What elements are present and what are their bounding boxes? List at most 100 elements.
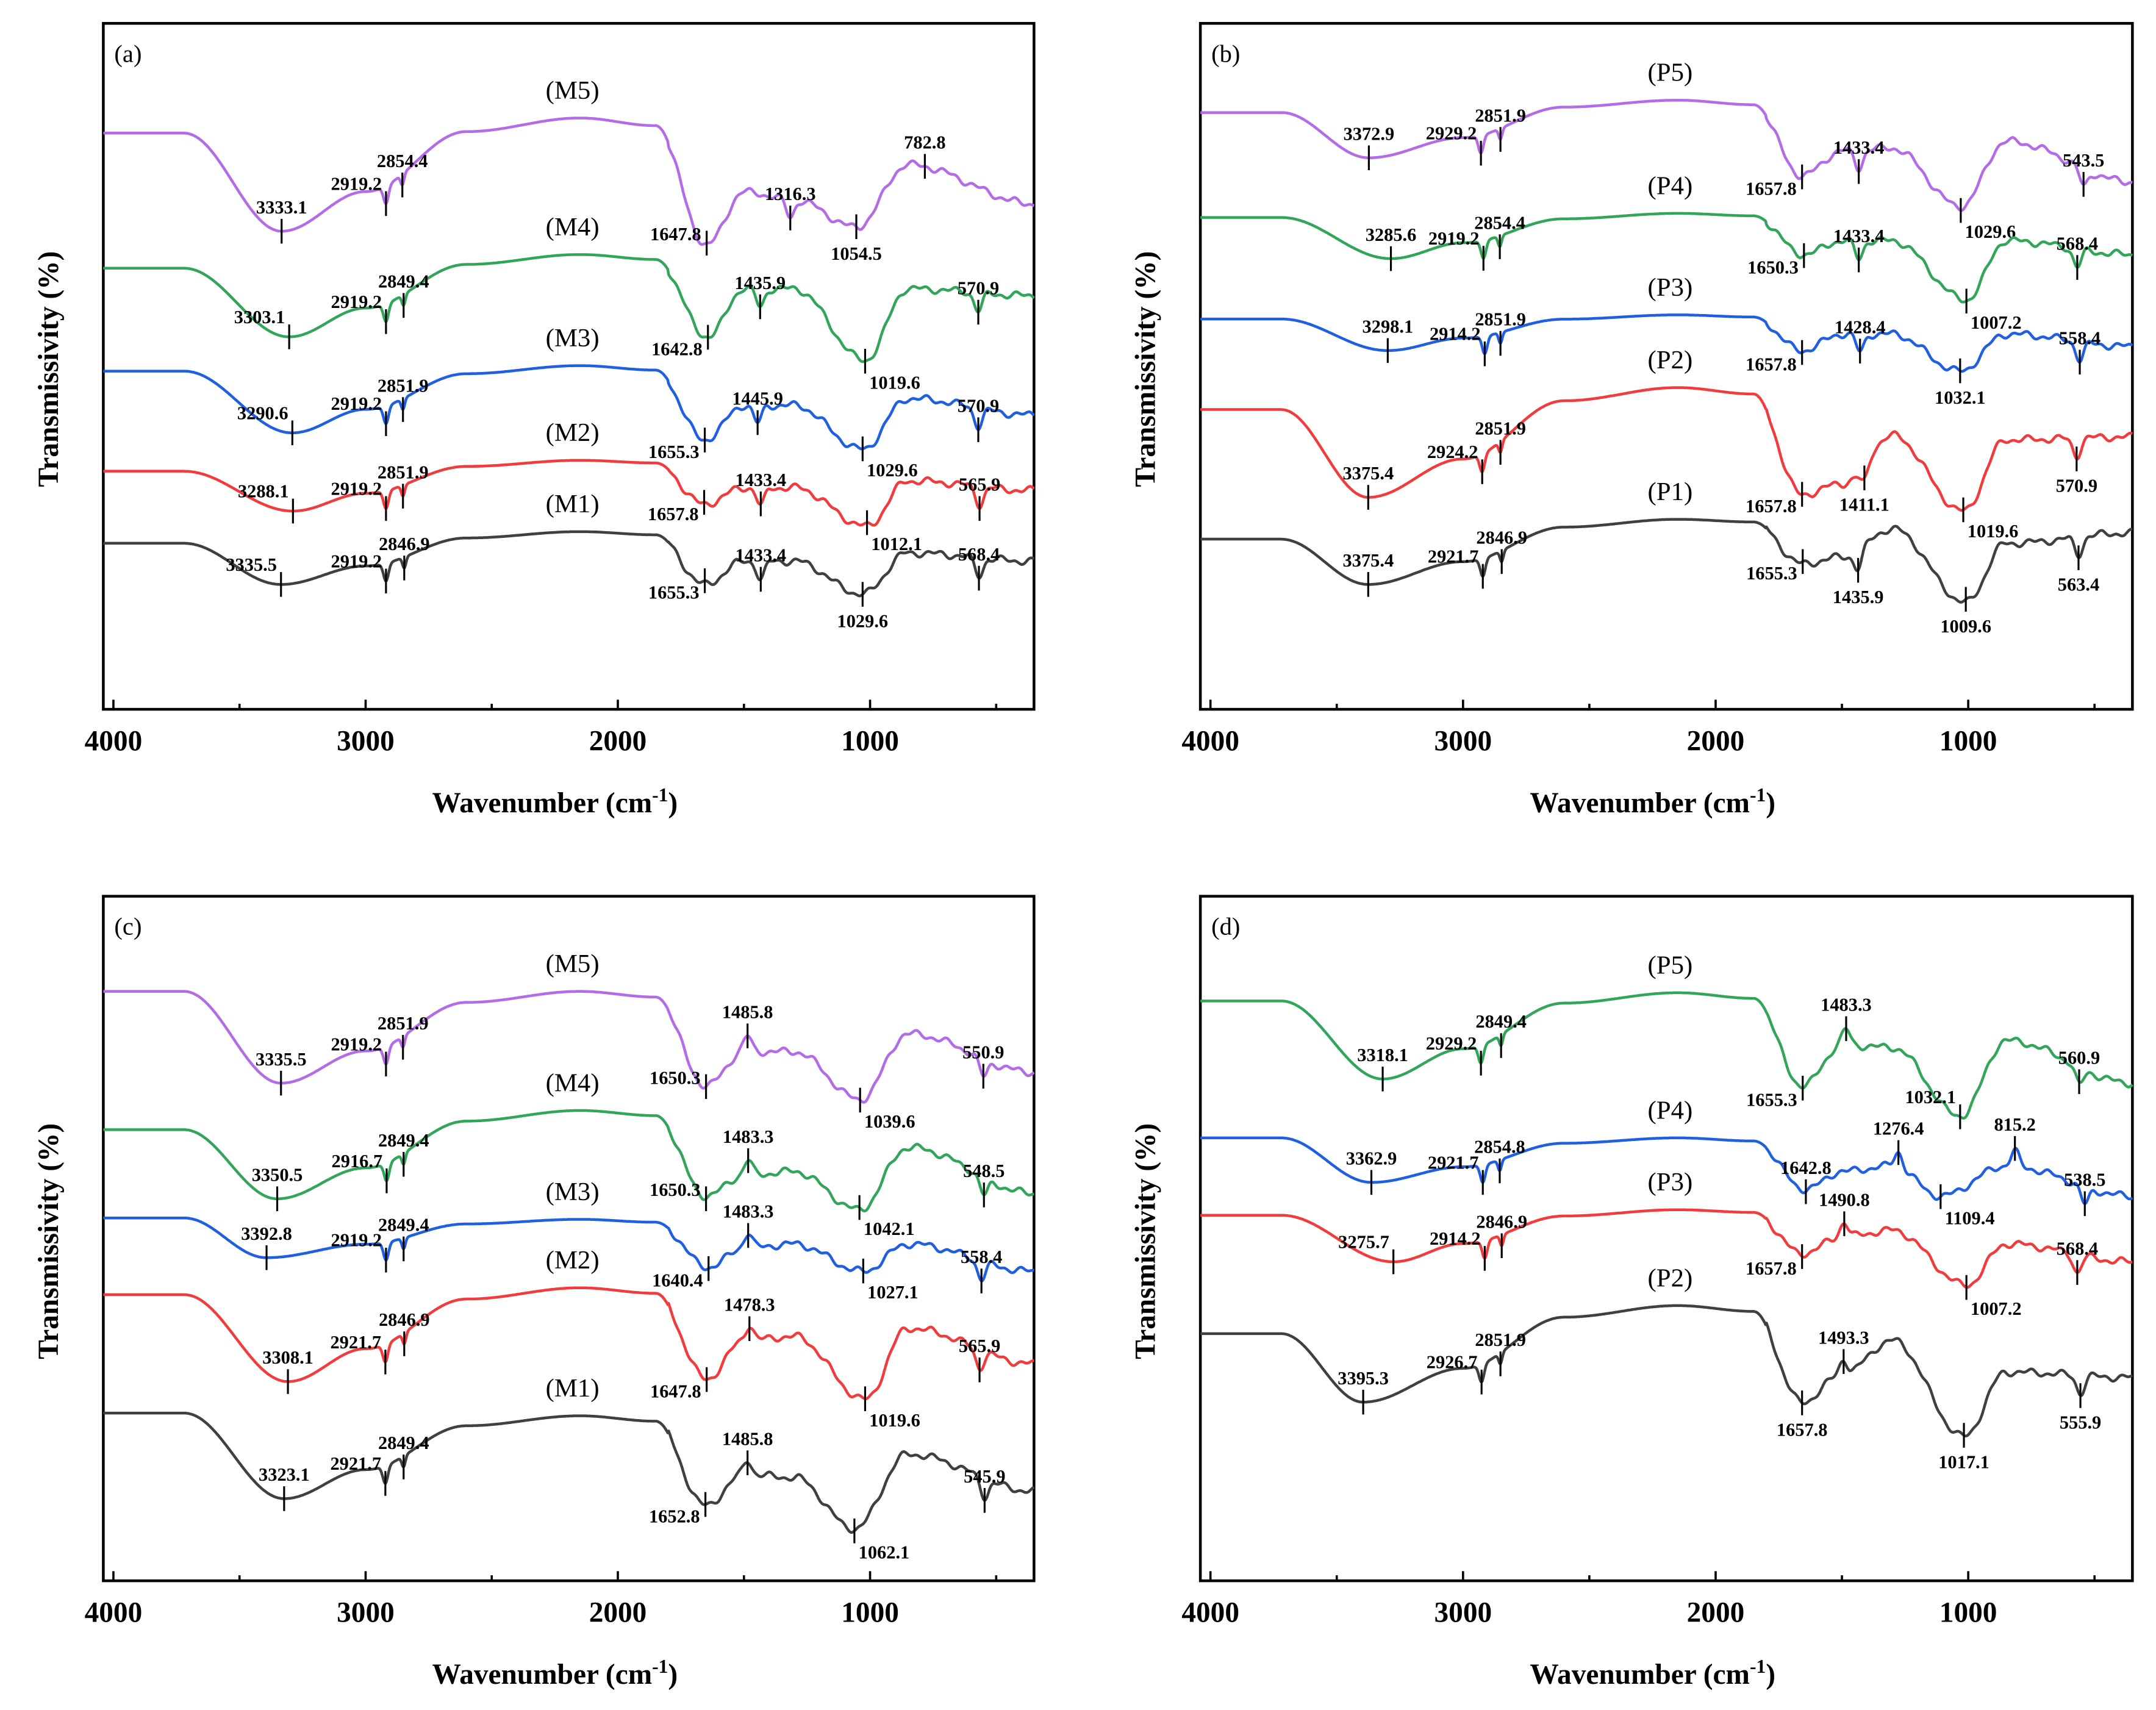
peak-label: 560.9 [2058,1047,2100,1068]
spectrum-line [1200,1208,2133,1289]
peak-label: 3285.6 [1366,224,1417,245]
series-label: (P4) [1648,1096,1693,1125]
peak-label: 555.9 [2060,1412,2101,1433]
series-label: (M5) [546,76,600,105]
peak-label: 782.8 [904,132,945,152]
peak-label: 2919.2 [331,1230,382,1251]
x-tick-label: 4000 [1181,1597,1239,1629]
peak-label: 1657.8 [1746,178,1797,199]
peak-label: 1435.9 [1833,587,1884,607]
peak-label: 1642.8 [1780,1157,1832,1178]
series-label: (M1) [546,490,600,518]
spectrum-line [102,990,1035,1104]
peak-label: 2921.7 [330,1332,381,1353]
x-axis-label-exponent: -1 [1750,1656,1766,1677]
peak-label: 2846.9 [1476,528,1527,548]
peak-label: 1655.3 [1746,563,1797,584]
x-axis-label: Wavenumber (cm-1) [1530,784,1775,819]
peak-label: 568.4 [2057,1238,2098,1259]
peak-label: 1435.9 [734,273,786,293]
spectrum-line [1200,212,2133,304]
peak-label: 1411.1 [1839,495,1889,515]
peak-label: 1655.3 [648,442,700,462]
peak-label: 3290.6 [237,402,288,423]
peak-label: 1483.3 [723,1201,774,1222]
peak-label: 3275.7 [1338,1231,1389,1252]
plot-frame [1198,895,2134,1583]
peak-label: 2851.9 [378,1013,429,1034]
peak-label: 2846.9 [379,534,430,554]
peak-label: 1027.1 [867,1282,919,1303]
peak-label: 1029.6 [867,460,918,481]
peak-label: 1650.3 [650,1067,701,1088]
peak-label: 2851.9 [1475,105,1526,126]
series-label: (P4) [1648,171,1693,200]
x-axis-label-text: Wavenumber (cm [432,1659,653,1690]
peak-label: 2921.7 [1428,546,1479,567]
spectrum-line [1200,518,2133,604]
x-axis-label-exponent: -1 [1750,784,1766,806]
peak-label: 1445.9 [732,388,783,409]
x-axis-label-text: Wavenumber (cm [1530,787,1750,819]
series-label: (P5) [1648,59,1693,87]
series-label: (M1) [546,1374,600,1403]
peak-label: 3392.8 [241,1223,292,1244]
series-label: (M2) [546,1246,600,1275]
peak-label: 1485.8 [722,1001,773,1022]
x-tick-label: 1000 [841,726,899,757]
peak-label: 1276.4 [1873,1118,1924,1139]
x-tick-label: 1000 [1939,1597,1997,1629]
peak-label: 3303.1 [234,307,285,327]
peak-label: 1433.4 [1833,137,1885,158]
peak-label: 538.5 [2064,1169,2105,1190]
peak-label: 568.4 [958,544,1000,565]
x-tick-label: 1000 [1939,726,1997,757]
x-tick-label: 3000 [1434,1597,1492,1629]
peak-label: 1485.8 [722,1428,773,1449]
peak-label: 1042.1 [864,1218,915,1239]
peak-label: 2926.7 [1427,1352,1478,1373]
peak-label: 2849.4 [378,271,429,292]
peak-label: 1029.6 [1965,221,2016,242]
peak-label: 3375.4 [1343,463,1394,484]
peak-label: 1493.3 [1818,1327,1869,1348]
peak-label: 1483.3 [1821,995,1872,1015]
x-axis-label-close: ) [668,787,678,819]
spectrum-series: (M4)3350.52916.72849.41650.31483.31042.1… [102,1068,1035,1239]
peak-label: 2919.2 [331,292,382,312]
peak-label: 545.9 [964,1466,1005,1487]
y-axis-label: Transmissivity (%) [1130,251,1162,487]
spectrum-line [1200,386,2133,512]
x-tick-label: 4000 [85,726,143,757]
spectrum-line [1200,313,2133,373]
chart-panel-c: (c) 4000 3000 2000 1000 Transmissivity (%) Wav… [33,895,1036,1690]
spectrum-line [1200,1136,2133,1206]
x-axis-label: Wavenumber (cm-1) [432,1656,678,1690]
peak-label: 1657.8 [1746,354,1797,374]
peak-label: 1650.3 [650,1179,701,1200]
peak-label: 2851.9 [1475,309,1526,330]
peak-label: 1428.4 [1835,317,1886,337]
spectrum-line [102,530,1035,598]
spectrum-line [102,1217,1035,1282]
x-axis-label-close: ) [1766,787,1775,819]
peak-label: 1650.3 [1747,257,1799,277]
series-label: (P1) [1648,478,1693,506]
spectrum-line [1200,991,2133,1120]
peak-label: 1478.3 [724,1294,775,1315]
peak-label: 1640.4 [652,1270,703,1290]
peak-label: 2854.8 [1474,1137,1525,1157]
peak-label: 1109.4 [1945,1207,1995,1228]
series-label: (P2) [1648,1264,1693,1292]
peak-label: 3333.1 [256,197,307,218]
peak-label: 550.9 [962,1042,1004,1062]
x-axis-label: Wavenumber (cm-1) [432,784,678,819]
peak-label: 3308.1 [262,1347,313,1368]
peak-label: 3298.1 [1363,317,1414,337]
